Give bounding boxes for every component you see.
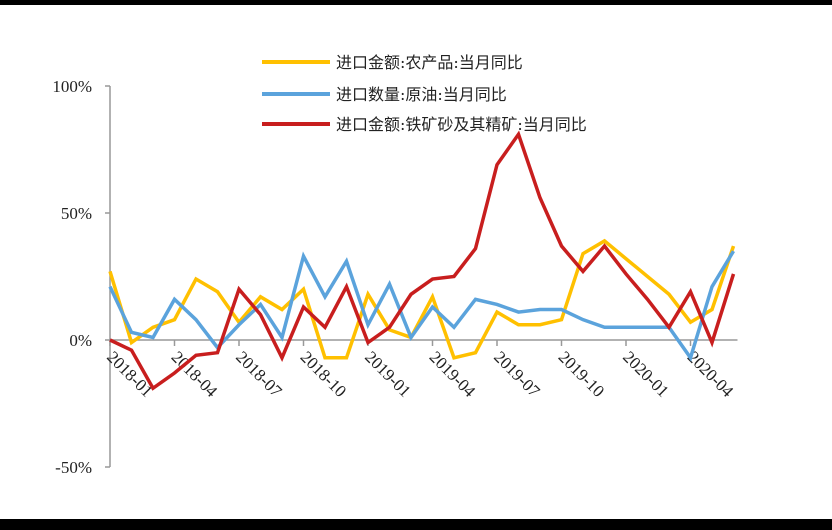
y-tick-label: -50% bbox=[55, 458, 92, 477]
x-tick-label: 2020-01 bbox=[619, 347, 673, 401]
y-tick-label: 100% bbox=[52, 77, 92, 96]
x-tick-label: 2018-07 bbox=[232, 347, 286, 401]
series-line-1 bbox=[108, 250, 735, 362]
x-tick-label: 2019-10 bbox=[555, 347, 609, 401]
legend-label-2: 进口金额:铁矿砂及其精矿:当月同比 bbox=[336, 115, 587, 134]
frame-bottom-border bbox=[0, 519, 832, 530]
series-line-0 bbox=[108, 238, 736, 360]
x-tick-label: 2019-07 bbox=[490, 347, 544, 401]
y-tick-label: 50% bbox=[61, 204, 92, 223]
x-tick-label: 2018-01 bbox=[103, 347, 157, 401]
legend-label-0: 进口金额:农产品:当月同比 bbox=[336, 53, 523, 72]
series-line-2 bbox=[109, 130, 736, 391]
legend-label-1: 进口数量:原油:当月同比 bbox=[336, 85, 507, 104]
x-tick-label: 2019-01 bbox=[361, 347, 415, 401]
y-tick-label: 0% bbox=[69, 331, 92, 350]
frame-top-border bbox=[0, 0, 832, 5]
